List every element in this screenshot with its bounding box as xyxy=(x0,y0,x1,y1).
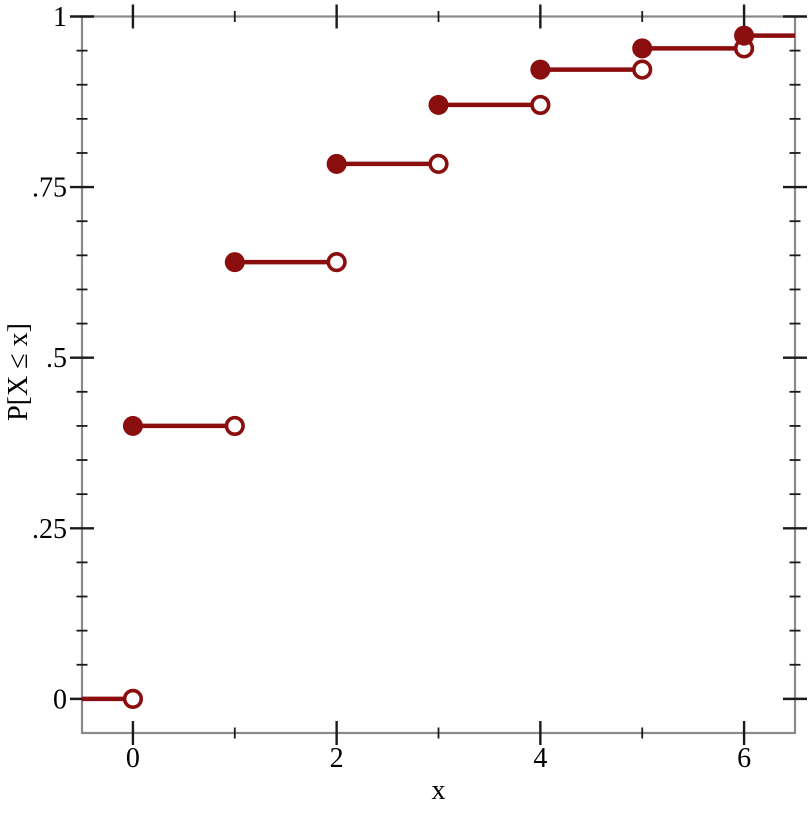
cdf-step-segment xyxy=(734,25,795,46)
cdf-open-point xyxy=(428,153,449,174)
cdf-filled-point xyxy=(428,94,449,115)
cdf-filled-point xyxy=(530,59,551,80)
cdf-step-segment xyxy=(224,252,347,273)
y-tick-label: 0 xyxy=(53,684,67,715)
cdf-open-point xyxy=(326,252,347,273)
cdf-filled-point xyxy=(326,153,347,174)
cdf-filled-point xyxy=(122,415,143,436)
cdf-series xyxy=(82,25,795,709)
cdf-step-segment xyxy=(82,688,144,709)
x-tick-label: 2 xyxy=(330,743,344,774)
y-tick-label: 1 xyxy=(53,2,67,33)
x-tick-label: 0 xyxy=(126,743,140,774)
y-tick-label: .5 xyxy=(46,343,67,374)
cdf-open-point xyxy=(224,415,245,437)
x-tick-label: 6 xyxy=(737,743,751,774)
cdf-step-segment xyxy=(530,59,653,80)
cdf-step-segment xyxy=(326,153,449,174)
cdf-open-point xyxy=(122,688,144,709)
x-axis-label: x xyxy=(432,775,446,806)
cdf-filled-point xyxy=(734,25,755,46)
y-tick-label: .25 xyxy=(32,514,67,545)
cdf-open-point xyxy=(632,59,653,80)
cdf-filled-point xyxy=(224,252,245,273)
x-tick-label: 4 xyxy=(533,743,547,774)
cdf-filled-point xyxy=(632,38,653,59)
y-axis-label: P[X ≤ x] xyxy=(3,323,34,421)
cdf-step-segment xyxy=(122,415,245,437)
y-tick-label: .75 xyxy=(32,173,67,204)
cdf-open-point xyxy=(530,94,551,116)
cdf-step-segment xyxy=(428,94,551,116)
